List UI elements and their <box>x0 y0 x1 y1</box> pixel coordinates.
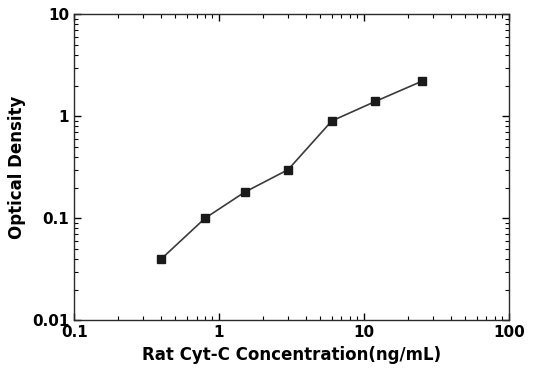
X-axis label: Rat Cyt-C Concentration(ng/mL): Rat Cyt-C Concentration(ng/mL) <box>142 346 441 364</box>
Y-axis label: Optical Density: Optical Density <box>9 96 26 239</box>
